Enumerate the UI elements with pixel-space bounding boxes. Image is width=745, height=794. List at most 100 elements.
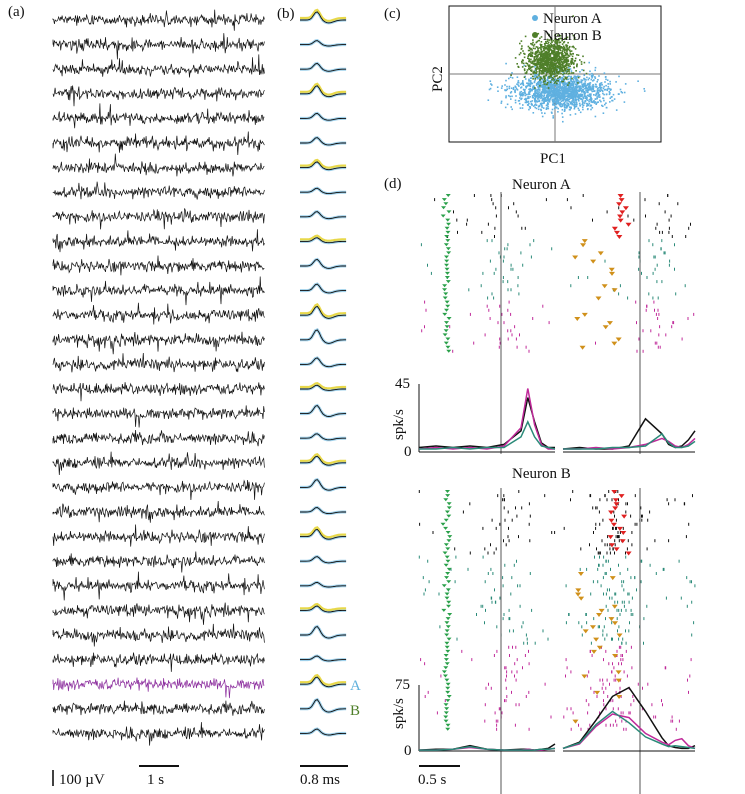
pca-point — [574, 94, 577, 97]
pca-point — [547, 83, 550, 85]
pca-point — [533, 73, 536, 75]
pca-point — [523, 92, 526, 94]
pca-point — [539, 72, 541, 74]
pca-point — [537, 100, 540, 103]
pca-point — [545, 68, 547, 70]
pca-point — [534, 94, 537, 96]
pca-point — [543, 92, 545, 94]
pca-point — [555, 56, 557, 59]
pca-point — [566, 106, 569, 108]
pca-point — [512, 88, 515, 91]
pca-point — [586, 102, 588, 105]
pca-point — [530, 51, 532, 53]
pca-point — [542, 107, 545, 109]
pca-point — [537, 83, 539, 86]
event-marker-green — [445, 559, 451, 563]
pca-point — [564, 70, 567, 72]
pca-point — [589, 98, 592, 100]
pca-point — [523, 98, 526, 101]
pca-point — [568, 96, 570, 98]
pca-point — [539, 81, 542, 83]
pca-point — [572, 63, 575, 65]
waveform-mean — [300, 257, 347, 270]
event-marker-green — [445, 345, 451, 349]
waveform-mean — [300, 111, 347, 122]
pca-point — [508, 77, 510, 80]
pca-point — [544, 61, 546, 63]
pca-point — [584, 85, 586, 87]
pca-point — [593, 94, 595, 96]
pca-point — [600, 100, 602, 103]
pca-point — [561, 76, 563, 79]
pca-point — [577, 75, 580, 78]
pca-point — [550, 66, 552, 69]
pca-point — [519, 42, 521, 45]
pca-point — [550, 53, 552, 55]
pca-point — [596, 90, 599, 93]
pca-point — [505, 95, 507, 97]
pca-point — [546, 60, 548, 62]
pca-point — [547, 99, 549, 102]
pca-point — [546, 40, 549, 43]
event-marker-green — [445, 723, 451, 727]
event-marker-green — [443, 202, 449, 206]
event-marker-green — [445, 686, 451, 690]
pca-point — [535, 92, 537, 94]
pca-point — [538, 88, 541, 91]
pca-point — [583, 91, 585, 93]
pca-point — [563, 102, 566, 105]
pca-point — [563, 66, 565, 68]
pca-point — [590, 100, 593, 102]
pca-point — [534, 51, 537, 53]
pca-point — [532, 52, 534, 55]
pca-point — [563, 40, 566, 43]
pca-point — [561, 53, 563, 56]
pca-point — [568, 80, 570, 83]
pca-point — [529, 85, 532, 88]
pca-point — [602, 112, 605, 114]
pca-point — [571, 97, 574, 99]
pca-point — [596, 80, 598, 83]
pca-point — [564, 81, 566, 84]
pca-point — [547, 45, 550, 47]
pca-point — [556, 90, 558, 92]
pca-point — [621, 91, 624, 94]
pca-point — [551, 78, 553, 81]
pca-point — [544, 70, 546, 72]
event-marker-green — [441, 608, 447, 612]
pca-point — [597, 91, 600, 94]
pca-point — [535, 58, 537, 61]
pca-point — [538, 93, 541, 95]
pca-point — [569, 93, 572, 96]
waveform-trace — [300, 479, 347, 491]
pca-point — [564, 54, 567, 56]
pca-point — [541, 88, 544, 91]
pca-point — [545, 54, 548, 57]
pca-point — [529, 82, 532, 85]
pca-point — [537, 67, 540, 70]
pca-point — [559, 85, 561, 88]
pca-point — [570, 95, 573, 98]
pca-point — [550, 39, 553, 42]
event-marker-red — [616, 202, 623, 207]
pca-point — [568, 55, 571, 57]
pca-point — [535, 104, 538, 106]
pca-point — [596, 85, 598, 88]
trace-channel — [52, 229, 265, 253]
pca-point — [579, 71, 581, 73]
pca-point — [516, 83, 518, 85]
pca-point — [543, 76, 546, 78]
pca-point — [584, 92, 586, 95]
pca-point — [543, 89, 545, 91]
pca-point — [545, 69, 548, 71]
pca-point — [561, 61, 563, 64]
pca-point — [588, 77, 591, 79]
pca-point — [524, 53, 526, 55]
pca-point — [561, 97, 564, 99]
pca-point — [528, 97, 530, 99]
pca-point — [539, 47, 541, 49]
pca-point — [554, 87, 557, 90]
pca-point — [548, 39, 551, 41]
pca-point — [590, 99, 592, 102]
pca-point — [541, 56, 544, 59]
